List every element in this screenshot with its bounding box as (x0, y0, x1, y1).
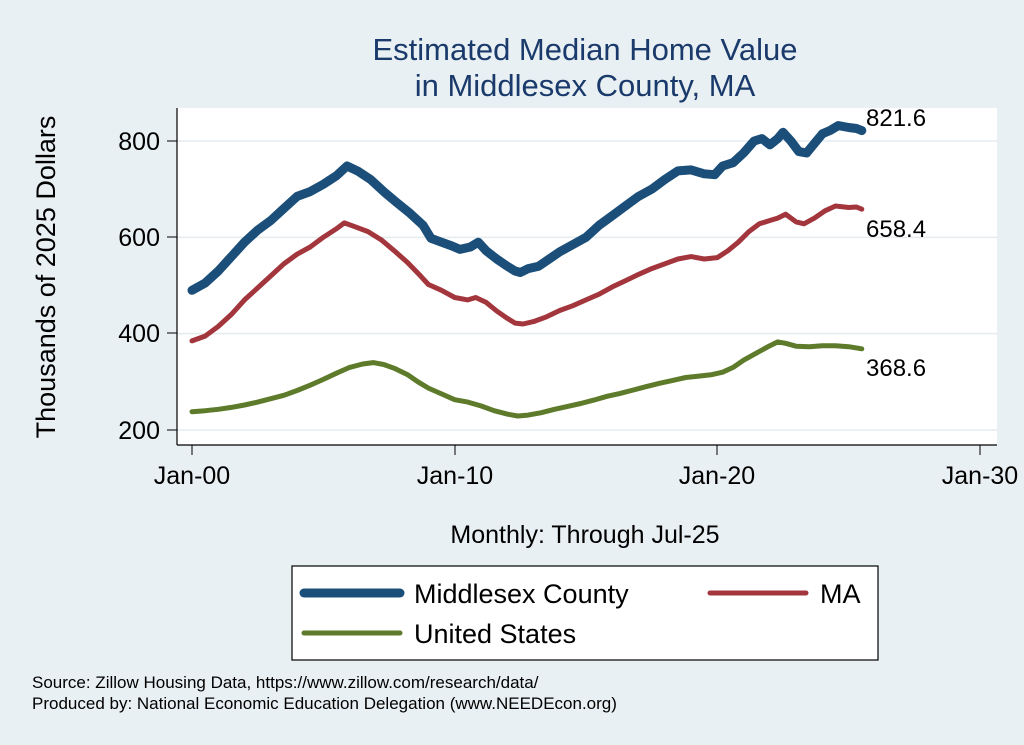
x-axis-ticks: Jan-00 Jan-10 Jan-20 Jan-30 (154, 445, 1018, 490)
plot-area (177, 108, 997, 445)
legend-label-ma: MA (820, 579, 861, 609)
x-tick-label-jan-30: Jan-30 (942, 462, 1018, 490)
end-label-united-states: 368.6 (866, 355, 926, 382)
end-label-ma: 658.4 (866, 216, 926, 243)
x-tick-label-jan-10: Jan-10 (417, 462, 493, 490)
producer-note: Produced by: National Economic Education… (32, 694, 617, 713)
chart-title-line-1: Estimated Median Home Value (372, 32, 797, 67)
y-axis-ticks: 200 400 600 800 (118, 128, 177, 445)
y-tick-label-800: 800 (118, 128, 160, 156)
chart-title-line-2: in Middlesex County, MA (415, 68, 756, 103)
series-lines (187, 121, 867, 419)
series-line-united-states (189, 339, 865, 419)
legend: Middlesex County MA United States (291, 565, 879, 661)
x-tick-label-jan-20: Jan-20 (679, 462, 755, 490)
x-tick-label-jan-00: Jan-00 (154, 462, 230, 490)
source-note: Source: Zillow Housing Data, https://www… (32, 673, 539, 692)
y-axis-title: Thousands of 2025 Dollars (31, 116, 61, 439)
legend-box (291, 565, 879, 661)
x-axis-title: Monthly: Through Jul-25 (450, 521, 719, 549)
y-tick-label-400: 400 (118, 320, 160, 348)
legend-label-united-states: United States (414, 619, 576, 649)
end-label-middlesex-county: 821.6 (866, 105, 926, 132)
series-line-ma (189, 203, 865, 344)
y-tick-label-600: 600 (118, 224, 160, 252)
y-tick-label-200: 200 (118, 417, 160, 445)
legend-label-middlesex-county: Middlesex County (414, 579, 629, 609)
series-line-middlesex-county (187, 121, 867, 295)
